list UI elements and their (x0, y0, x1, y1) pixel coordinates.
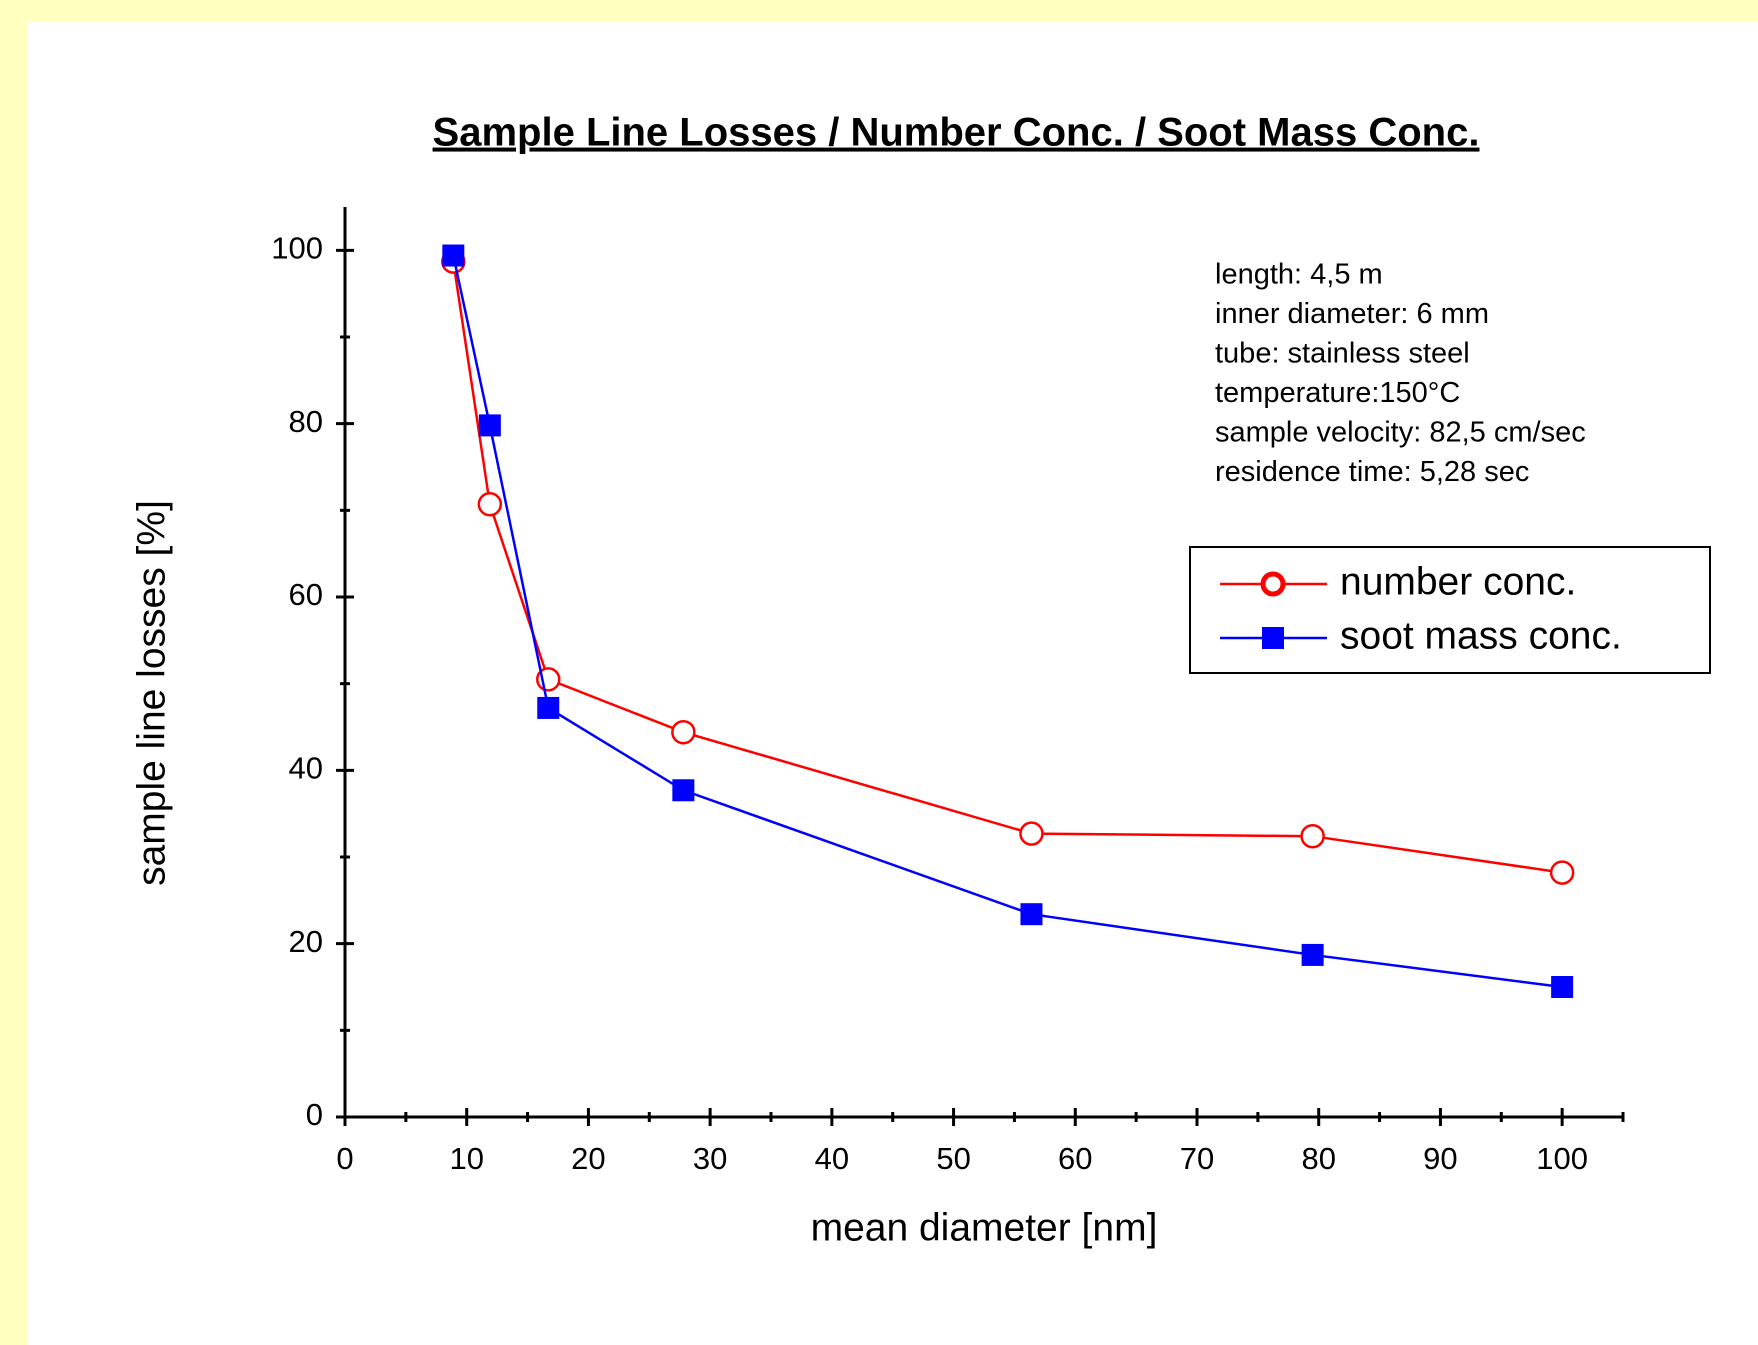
marker (478, 414, 501, 437)
annotation: length: 4,5 m (1215, 259, 1383, 291)
y-tick-label: 80 (289, 404, 323, 439)
y-tick-label: 20 (289, 924, 323, 959)
x-tick-label: 90 (1423, 1141, 1457, 1176)
x-tick-label: 70 (1180, 1141, 1214, 1176)
annotation: residence time: 5,28 sec (1215, 456, 1529, 488)
x-axis-label: mean diameter [nm] (811, 1206, 1158, 1249)
x-tick-label: 30 (693, 1141, 727, 1176)
chart-title: Sample Line Losses / Number Conc. / Soot… (433, 111, 1480, 155)
marker (1020, 903, 1043, 926)
y-tick-label: 0 (306, 1097, 323, 1132)
y-tick-label: 40 (289, 751, 323, 786)
x-tick-label: 50 (936, 1141, 970, 1176)
marker (672, 779, 695, 802)
x-tick-label: 10 (449, 1141, 483, 1176)
legend-marker (1260, 571, 1286, 597)
annotation: temperature:150°C (1215, 377, 1460, 409)
x-tick-label: 20 (571, 1141, 605, 1176)
x-tick-label: 0 (336, 1141, 353, 1176)
marker (1300, 823, 1325, 849)
marker (442, 244, 465, 267)
legend-box (1189, 546, 1711, 674)
y-tick-label: 60 (289, 577, 323, 612)
legend-marker (1262, 627, 1284, 649)
x-tick-label: 60 (1058, 1141, 1092, 1176)
y-axis-label: sample line losses [%] (130, 500, 173, 886)
legend-label: soot mass conc. (1340, 614, 1622, 657)
annotation: inner diameter: 6 mm (1215, 298, 1489, 330)
annotation: tube: stainless steel (1215, 338, 1470, 370)
legend-label: number conc. (1340, 560, 1576, 603)
y-tick-label: 100 (271, 231, 323, 266)
marker (537, 696, 560, 719)
x-tick-label: 100 (1536, 1141, 1588, 1176)
marker (1301, 943, 1324, 966)
marker (671, 719, 696, 745)
panel (28, 22, 1758, 1345)
x-tick-label: 80 (1301, 1141, 1335, 1176)
annotation: sample velocity: 82,5 cm/sec (1215, 417, 1586, 449)
marker (1551, 976, 1574, 998)
x-tick-label: 40 (815, 1141, 849, 1176)
marker (1549, 860, 1575, 885)
marker (477, 492, 503, 517)
marker (1019, 821, 1044, 846)
